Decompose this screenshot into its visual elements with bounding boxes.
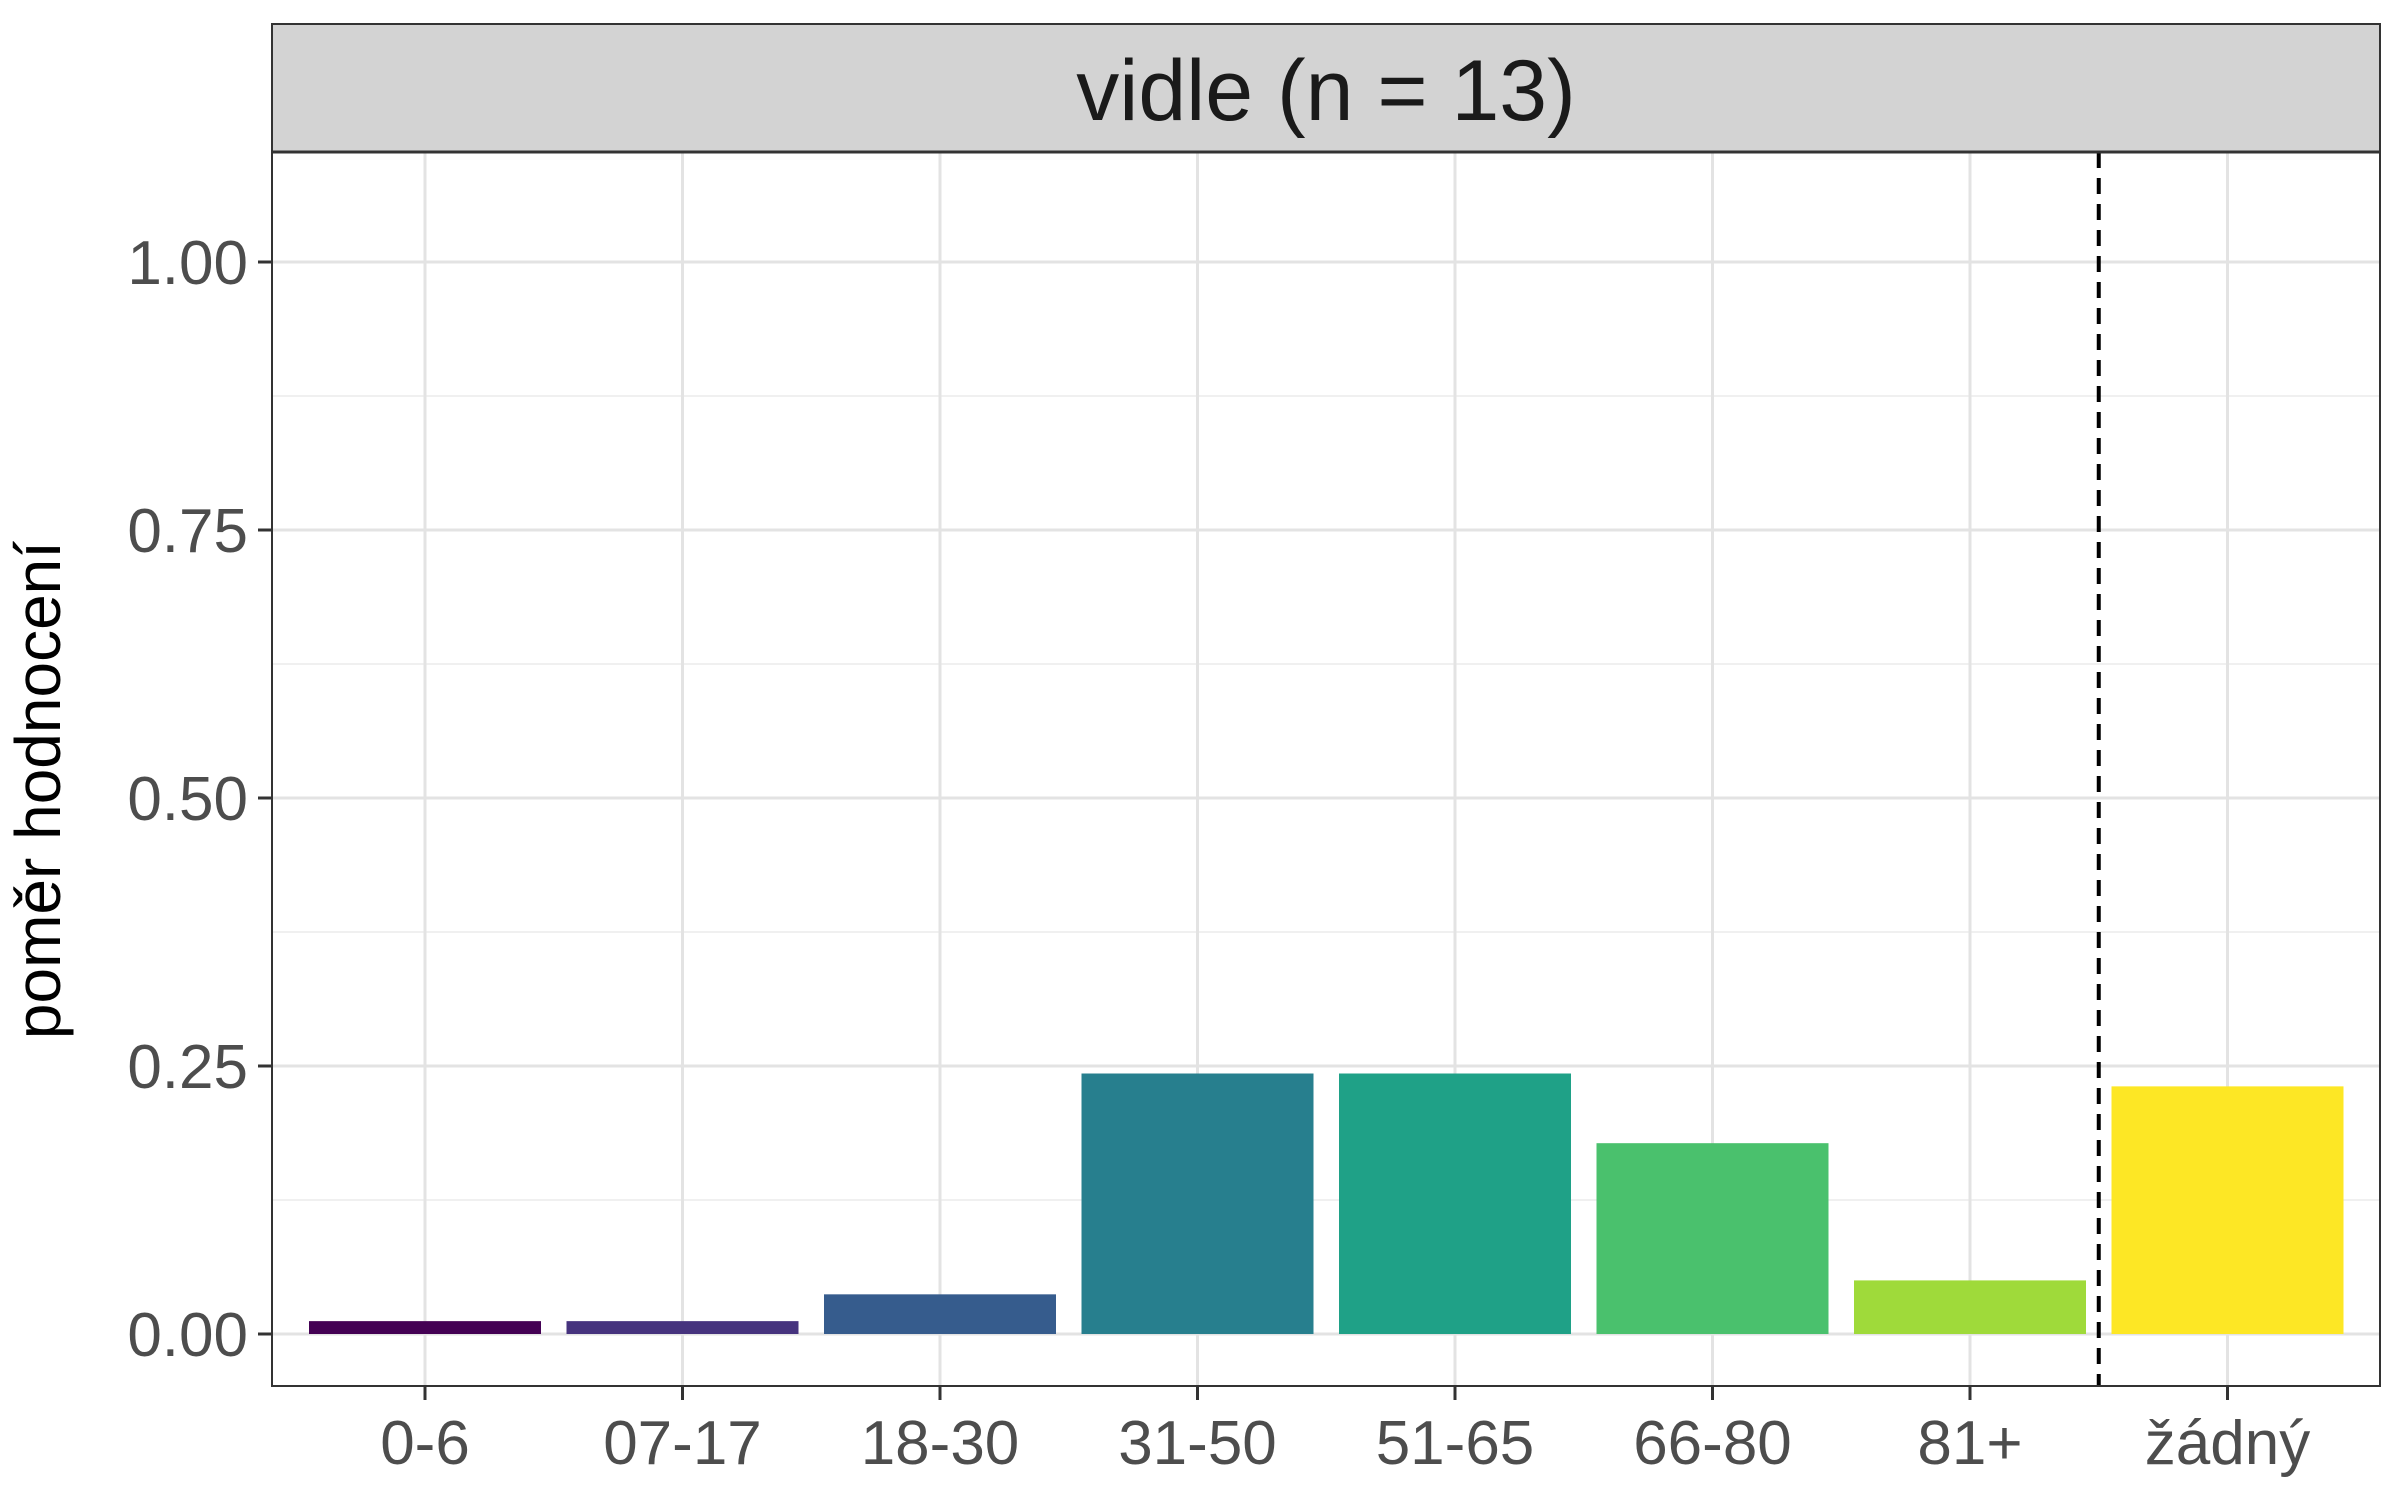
y-tick-label: 0.50 [127, 765, 248, 834]
x-tick-label: 51-65 [1376, 1409, 1535, 1478]
y-tick-label: 1.00 [127, 229, 248, 298]
bar-18-30 [824, 1294, 1056, 1334]
bar-žádný [2111, 1086, 2344, 1334]
grid-lines [272, 152, 2380, 1386]
x-axis: 0-6 07-17 18-30 31-50 51-65 66-80 81+ žádný [380, 1386, 2310, 1478]
bar-81+ [1854, 1280, 2086, 1334]
panel-title: vidle (n = 13) [1076, 43, 1576, 139]
panel-strip [271, 23, 2381, 153]
y-axis-title: poměr hodnocení [2, 541, 74, 1039]
x-tick-label: 31-50 [1118, 1409, 1277, 1478]
y-tick-label: 0.25 [127, 1033, 248, 1102]
x-tick-label: 66-80 [1633, 1409, 1792, 1478]
bar-66-80 [1596, 1143, 1829, 1334]
x-tick-label: žádný [2145, 1409, 2310, 1478]
y-axis: 0.00 0.25 0.50 0.75 1.00 [127, 229, 272, 1370]
bar-31-50 [1081, 1073, 1314, 1334]
x-tick-label: 0-6 [380, 1409, 470, 1478]
x-tick-label: 81+ [1917, 1409, 2022, 1478]
x-tick-label: 18-30 [861, 1409, 1020, 1478]
x-tick-label: 07-17 [603, 1409, 762, 1478]
plot-panel [272, 152, 2380, 1386]
bar-0-6 [309, 1321, 541, 1334]
bar-07-17 [566, 1321, 799, 1334]
plot-border [271, 23, 2381, 1387]
y-tick-label: 0.75 [127, 497, 248, 566]
y-tick-label: 0.00 [127, 1301, 248, 1370]
bars [309, 1073, 2344, 1334]
bar-51-65 [1339, 1073, 1571, 1334]
